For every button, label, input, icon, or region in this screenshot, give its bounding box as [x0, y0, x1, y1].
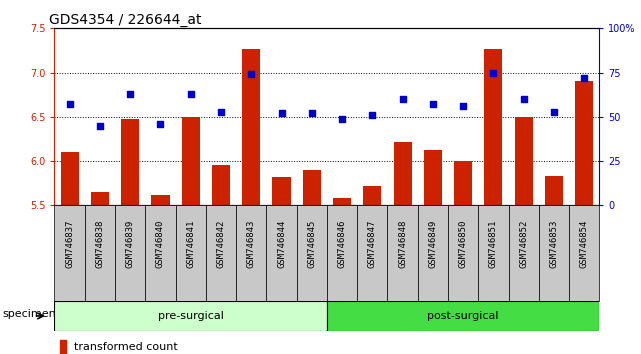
Bar: [206, 205, 236, 301]
Text: GSM746840: GSM746840: [156, 219, 165, 268]
Point: [519, 96, 529, 102]
Bar: [272, 177, 290, 205]
Point: [397, 96, 408, 102]
Text: GSM746841: GSM746841: [186, 219, 196, 268]
Bar: [60, 152, 79, 205]
Bar: [91, 192, 109, 205]
Point: [246, 72, 256, 77]
Text: GDS4354 / 226644_at: GDS4354 / 226644_at: [49, 13, 201, 27]
Text: transformed count: transformed count: [74, 342, 178, 352]
Text: GSM746842: GSM746842: [217, 219, 226, 268]
Text: post-surgical: post-surgical: [428, 311, 499, 321]
Bar: [236, 205, 267, 301]
Bar: [575, 81, 594, 205]
Text: GSM746846: GSM746846: [338, 219, 347, 268]
Point: [367, 112, 378, 118]
Text: GSM746845: GSM746845: [307, 219, 316, 268]
Text: GSM746854: GSM746854: [579, 219, 588, 268]
Bar: [569, 205, 599, 301]
Bar: [363, 186, 381, 205]
Bar: [303, 170, 321, 205]
Bar: [60, 340, 67, 354]
Bar: [394, 142, 412, 205]
Bar: [327, 205, 357, 301]
Bar: [539, 205, 569, 301]
Bar: [418, 205, 448, 301]
Text: GSM746847: GSM746847: [368, 219, 377, 268]
Bar: [478, 205, 508, 301]
Bar: [242, 49, 260, 205]
Point: [579, 75, 589, 81]
Bar: [267, 205, 297, 301]
Bar: [151, 195, 169, 205]
Point: [306, 110, 317, 116]
Point: [276, 110, 287, 116]
Point: [65, 102, 75, 107]
Bar: [448, 205, 478, 301]
Text: specimen: specimen: [3, 309, 56, 319]
Point: [337, 116, 347, 121]
Bar: [327, 301, 599, 331]
Bar: [121, 120, 139, 205]
Text: GSM746853: GSM746853: [549, 219, 558, 268]
Text: GSM746839: GSM746839: [126, 219, 135, 268]
Point: [95, 123, 105, 129]
Text: GSM746838: GSM746838: [96, 219, 104, 268]
Bar: [485, 49, 503, 205]
Bar: [515, 117, 533, 205]
Bar: [146, 205, 176, 301]
Bar: [54, 301, 327, 331]
Point: [216, 109, 226, 114]
Bar: [508, 205, 539, 301]
Bar: [181, 117, 200, 205]
Text: GSM746849: GSM746849: [428, 219, 437, 268]
Text: GSM746844: GSM746844: [277, 219, 286, 268]
Text: GSM746848: GSM746848: [398, 219, 407, 268]
Point: [458, 103, 469, 109]
Text: pre-surgical: pre-surgical: [158, 311, 224, 321]
Bar: [85, 205, 115, 301]
Bar: [212, 166, 230, 205]
Point: [186, 91, 196, 97]
Point: [549, 109, 559, 114]
Point: [155, 121, 165, 127]
Text: GSM746851: GSM746851: [489, 219, 498, 268]
Bar: [454, 161, 472, 205]
Text: GSM746850: GSM746850: [458, 219, 468, 268]
Bar: [54, 205, 85, 301]
Bar: [176, 205, 206, 301]
Text: GSM746852: GSM746852: [519, 219, 528, 268]
Point: [125, 91, 135, 97]
Bar: [357, 205, 387, 301]
Text: GSM746837: GSM746837: [65, 219, 74, 268]
Bar: [387, 205, 418, 301]
Text: GSM746843: GSM746843: [247, 219, 256, 268]
Bar: [297, 205, 327, 301]
Bar: [424, 150, 442, 205]
Point: [488, 70, 499, 75]
Bar: [545, 176, 563, 205]
Bar: [115, 205, 146, 301]
Bar: [333, 198, 351, 205]
Point: [428, 102, 438, 107]
